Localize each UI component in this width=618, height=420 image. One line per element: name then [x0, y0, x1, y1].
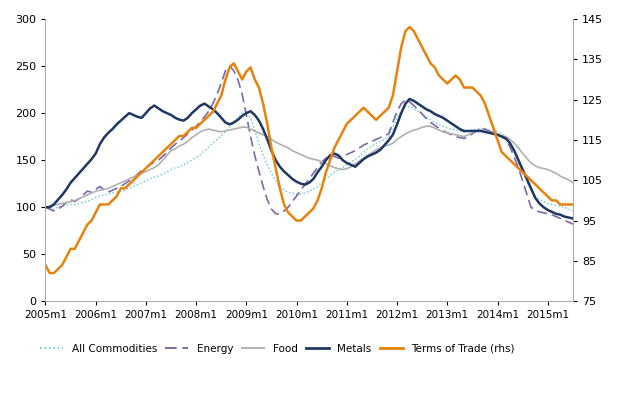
Legend: All Commodities, Energy, Food, Metals, Terms of Trade (rhs): All Commodities, Energy, Food, Metals, T…	[36, 340, 519, 358]
